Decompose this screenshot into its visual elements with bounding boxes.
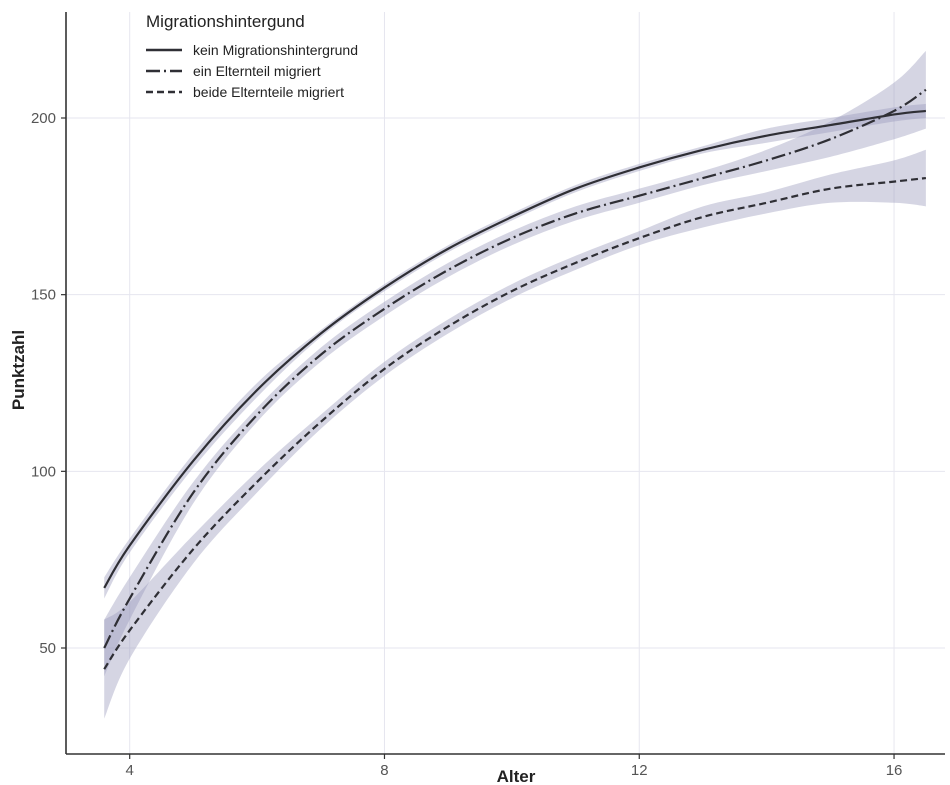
y-tick-label: 150 (31, 287, 56, 304)
axes (65, 12, 945, 755)
x-tick-label: 16 (886, 762, 903, 779)
series-line (103, 176, 927, 670)
confidence-band (104, 50, 926, 677)
x-tick-label: 8 (380, 762, 388, 779)
series-line (103, 88, 927, 649)
series-line (103, 109, 927, 589)
legend: Migrationshintergund kein Migrationshint… (146, 12, 358, 100)
y-tick-label: 50 (39, 640, 56, 657)
y-tick-label: 100 (31, 463, 56, 480)
ticks: 4 8 12 16 50 100 150 200 (31, 110, 902, 779)
legend-title: Migrationshintergund (146, 12, 305, 31)
y-tick-label: 200 (31, 110, 56, 127)
legend-label: ein Elternteil migriert (193, 63, 321, 79)
confidence-band (104, 103, 926, 599)
legend-items: kein Migrationshintergrund ein Elternteil… (146, 42, 358, 100)
x-tick-label: 4 (126, 762, 134, 779)
confidence-bands (104, 50, 926, 719)
x-axis-title: Alter (497, 767, 536, 785)
series-lines (103, 88, 927, 670)
legend-label: beide Elternteile migriert (193, 84, 344, 100)
y-axis-title: Punktzahl (9, 330, 28, 410)
x-tick-label: 12 (631, 762, 648, 779)
legend-label: kein Migrationshintergrund (193, 42, 358, 58)
